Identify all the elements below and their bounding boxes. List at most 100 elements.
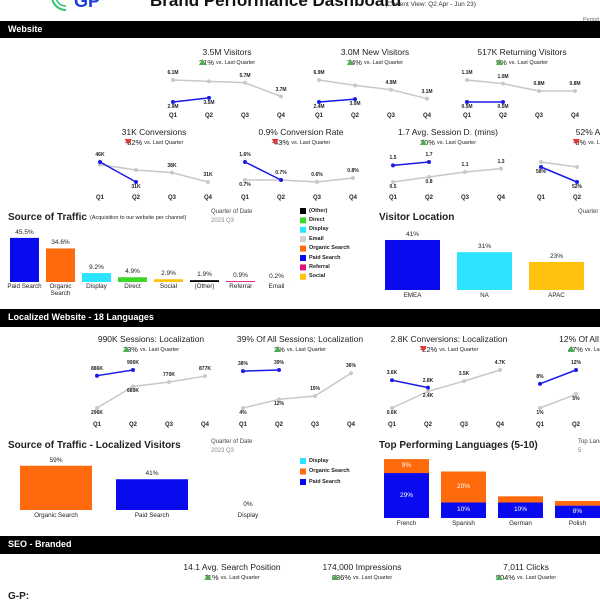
kpi-comparison: vs. Last Quarter — [215, 60, 256, 67]
trend-point — [391, 163, 395, 168]
x-tick-label: Q1 — [168, 113, 178, 119]
x-tick-label: Q1 — [387, 422, 397, 428]
trend-point — [134, 180, 138, 184]
point-label: 31K — [203, 172, 213, 178]
trend-point — [207, 95, 211, 100]
change-arrow-shape — [204, 574, 212, 580]
kpi-change: 23% vs. Last Quarter — [122, 345, 179, 354]
trend-point — [243, 178, 247, 182]
legend-swatch — [300, 264, 306, 271]
kpi-title: 517K Returning Visitors — [477, 47, 567, 57]
change-arrow-shape — [124, 139, 132, 145]
change-arrow — [204, 574, 212, 580]
point-label: 0.5M — [497, 104, 509, 110]
bar — [46, 248, 75, 282]
kpi-change-value: 24% — [346, 58, 362, 67]
trend-line — [539, 369, 577, 385]
logo-mark — [51, 0, 67, 12]
x-tick-label: Referral — [229, 283, 252, 290]
point-label: 6.9M — [313, 70, 325, 76]
change-arrow — [274, 346, 282, 352]
trend-line — [172, 79, 282, 98]
section-header-bar — [0, 309, 600, 327]
kpi-title: 3.0M New Visitors — [340, 47, 410, 57]
change-arrow — [419, 139, 427, 145]
point-label: 296K — [91, 410, 103, 416]
trend-point — [501, 100, 505, 104]
x-tick-label: Q3 — [240, 113, 250, 119]
trend-point — [390, 406, 394, 410]
x-tick-label: German — [509, 520, 532, 527]
x-tick-label: Direct — [124, 283, 141, 290]
stacked-bar-segment — [555, 505, 600, 518]
change-arrow — [346, 59, 354, 65]
point-label: 0.6K — [386, 410, 398, 416]
bar — [82, 273, 111, 282]
trend-point — [465, 78, 469, 82]
x-tick-label: Paid Search — [134, 512, 170, 519]
kpi-title: 31K Conversions — [121, 127, 187, 137]
point-label: 4.7K — [494, 360, 506, 366]
point-label: 3.0M — [349, 101, 361, 108]
trend-point — [131, 384, 135, 389]
trend-point — [203, 374, 207, 379]
point-label: 1.5 — [389, 155, 397, 162]
point-label: 6.1M — [167, 70, 179, 76]
stacked-bar-segment — [441, 471, 486, 503]
kpi-change-value: 47% — [567, 345, 583, 354]
trend-point — [241, 406, 245, 410]
trend-point — [206, 180, 210, 184]
bar-value-label: 59% — [49, 456, 63, 464]
chart-title: Source of Traffic - Localized Visitors — [8, 440, 181, 451]
trend-point — [539, 165, 543, 169]
kpi-change: 2%vs. Last Quarter — [274, 345, 326, 354]
kpi-change-value: -43% — [271, 138, 290, 147]
change-arrow — [122, 346, 130, 352]
x-tick-label: Q2 — [350, 113, 360, 119]
x-tick-label: Q4 — [496, 195, 506, 201]
kpi-comparison: vs. Last Quarter — [588, 140, 600, 147]
section-title: Website — [8, 23, 43, 34]
trend-point — [389, 87, 393, 92]
logo-text: GP — [74, 0, 101, 11]
kpi-comparison: vs. Last Quarter — [508, 60, 548, 67]
kpi-change: 21% vs. Last Quarter — [198, 58, 256, 67]
trend-point — [573, 89, 577, 93]
bar — [457, 252, 512, 290]
stacked-bar-segment — [441, 502, 486, 518]
change-arrow-shape — [572, 139, 580, 145]
point-label: 990K — [127, 360, 139, 366]
x-tick-label: Q1 — [240, 195, 250, 201]
chart-title: Source of Traffic — [8, 212, 87, 223]
x-tick-label: Q3 — [167, 195, 177, 201]
x-tick-label: Q1 — [92, 422, 102, 428]
x-tick-label: Q4 — [422, 113, 432, 119]
bar-value-label: 23% — [549, 252, 564, 260]
bar — [20, 465, 92, 510]
chart-subtitle: (Acquisition to our website per channel) — [90, 215, 187, 221]
trend-point — [134, 168, 138, 172]
kpi-comparison: vs. Last Quarter — [220, 575, 260, 582]
x-tick-label: Q2 — [424, 195, 434, 201]
trend-line — [540, 161, 578, 168]
trend-line — [96, 369, 134, 377]
change-arrow — [331, 574, 339, 580]
x-tick-label: Q2 — [498, 113, 508, 119]
trend-line — [391, 369, 501, 409]
legend-swatch — [300, 245, 306, 252]
legend-swatch — [300, 217, 306, 224]
change-arrow-shape — [122, 346, 130, 352]
trend-line — [318, 98, 356, 103]
bar-value-label: 45.5% — [15, 228, 34, 236]
kpi-change: -43% vs. Last Quarter — [271, 138, 330, 147]
stacked-bar-segment — [498, 502, 543, 518]
row-label: G-P: — [8, 591, 30, 600]
trend-point — [241, 369, 245, 374]
bar-value-label: 2.9% — [161, 270, 176, 278]
x-tick-label: Q2 — [572, 195, 582, 201]
kpi-title: 174,000 Impressions — [322, 562, 402, 572]
x-tick-label: Q4 — [276, 113, 286, 119]
filter-value: 2023 Q3 — [211, 448, 235, 454]
kpi-title: 7,011 Clicks — [503, 562, 549, 572]
legend-label: (Other) — [309, 207, 328, 214]
